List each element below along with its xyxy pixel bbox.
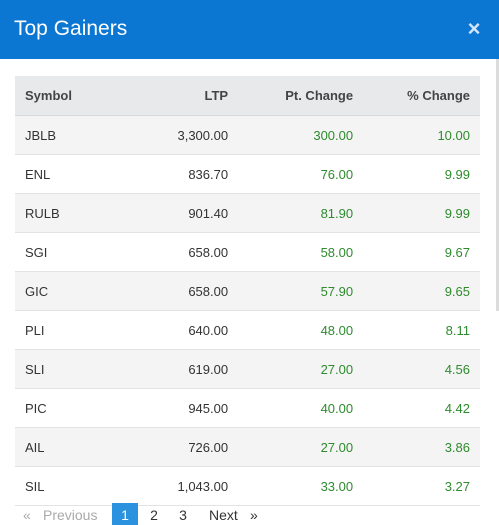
cell-ltp: 619.00 xyxy=(125,349,239,389)
cell-symbol: SIL xyxy=(15,466,126,506)
header-pct-change[interactable]: % Change xyxy=(363,76,480,116)
cell-pct-change: 9.65 xyxy=(363,271,480,311)
cell-pct-change: 10.00 xyxy=(363,115,480,155)
pagination-first-icon[interactable]: « xyxy=(23,507,31,523)
cell-pt-change: 40.00 xyxy=(238,388,364,428)
pagination-previous-button[interactable]: Previous xyxy=(43,507,98,523)
pagination-page-1[interactable]: 1 xyxy=(112,503,138,525)
cell-symbol: SLI xyxy=(15,349,126,389)
pagination-next-button[interactable]: Next xyxy=(209,507,238,523)
cell-symbol: SGI xyxy=(15,232,126,272)
pagination-last-icon[interactable]: » xyxy=(250,507,258,523)
cell-ltp: 726.00 xyxy=(125,427,239,467)
header-symbol[interactable]: Symbol xyxy=(15,76,126,116)
cell-pt-change: 33.00 xyxy=(238,466,364,506)
cell-pt-change: 76.00 xyxy=(238,154,364,194)
cell-ltp: 945.00 xyxy=(125,388,239,428)
cell-symbol: RULB xyxy=(15,193,126,233)
pagination-page-3[interactable]: 3 xyxy=(179,507,187,523)
table-row: SGI 658.00 58.00 9.67 xyxy=(15,232,480,272)
gainers-table-container: Symbol LTP Pt. Change % Change JBLB 3,30… xyxy=(15,76,480,506)
cell-pct-change: 4.42 xyxy=(363,388,480,428)
table-row: ENL 836.70 76.00 9.99 xyxy=(15,154,480,194)
table-row: SLI 619.00 27.00 4.56 xyxy=(15,349,480,389)
table-header-row: Symbol LTP Pt. Change % Change xyxy=(15,76,480,116)
cell-symbol: JBLB xyxy=(15,115,126,155)
cell-ltp: 901.40 xyxy=(125,193,239,233)
table-row: RULB 901.40 81.90 9.99 xyxy=(15,193,480,233)
cell-ltp: 658.00 xyxy=(125,232,239,272)
table-row: SIL 1,043.00 33.00 3.27 xyxy=(15,466,480,506)
table-header: Symbol LTP Pt. Change % Change xyxy=(15,76,480,116)
cell-pt-change: 27.00 xyxy=(238,427,364,467)
table-row: AIL 726.00 27.00 3.86 xyxy=(15,427,480,467)
cell-pct-change: 3.86 xyxy=(363,427,480,467)
cell-symbol: PLI xyxy=(15,310,126,350)
cell-pt-change: 27.00 xyxy=(238,349,364,389)
close-icon[interactable]: × xyxy=(467,16,481,41)
cell-ltp: 1,043.00 xyxy=(125,466,239,506)
modal-title: Top Gainers xyxy=(14,17,128,40)
pagination-page-2[interactable]: 2 xyxy=(150,507,158,523)
cell-pct-change: 9.67 xyxy=(363,232,480,272)
cell-ltp: 640.00 xyxy=(125,310,239,350)
gainers-table: Symbol LTP Pt. Change % Change JBLB 3,30… xyxy=(15,76,480,506)
cell-symbol: PIC xyxy=(15,388,126,428)
cell-pt-change: 81.90 xyxy=(238,193,364,233)
table-row: JBLB 3,300.00 300.00 10.00 xyxy=(15,115,480,155)
table-row: PLI 640.00 48.00 8.11 xyxy=(15,310,480,350)
cell-pct-change: 9.99 xyxy=(363,193,480,233)
cell-pct-change: 4.56 xyxy=(363,349,480,389)
cell-ltp: 658.00 xyxy=(125,271,239,311)
cell-symbol: GIC xyxy=(15,271,126,311)
cell-pt-change: 300.00 xyxy=(238,115,364,155)
cell-pt-change: 58.00 xyxy=(238,232,364,272)
table-body: JBLB 3,300.00 300.00 10.00 ENL 836.70 76… xyxy=(15,115,480,506)
table-row: GIC 658.00 57.90 9.65 xyxy=(15,271,480,311)
cell-symbol: ENL xyxy=(15,154,126,194)
header-pt-change[interactable]: Pt. Change xyxy=(238,76,364,116)
scrollbar[interactable] xyxy=(496,59,499,311)
cell-pt-change: 48.00 xyxy=(238,310,364,350)
header-ltp[interactable]: LTP xyxy=(125,76,239,116)
modal-header: Top Gainers × xyxy=(0,0,499,59)
cell-symbol: AIL xyxy=(15,427,126,467)
cell-ltp: 836.70 xyxy=(125,154,239,194)
cell-ltp: 3,300.00 xyxy=(125,115,239,155)
cell-pct-change: 3.27 xyxy=(363,466,480,506)
cell-pct-change: 8.11 xyxy=(363,310,480,350)
table-row: PIC 945.00 40.00 4.42 xyxy=(15,388,480,428)
cell-pt-change: 57.90 xyxy=(238,271,364,311)
cell-pct-change: 9.99 xyxy=(363,154,480,194)
